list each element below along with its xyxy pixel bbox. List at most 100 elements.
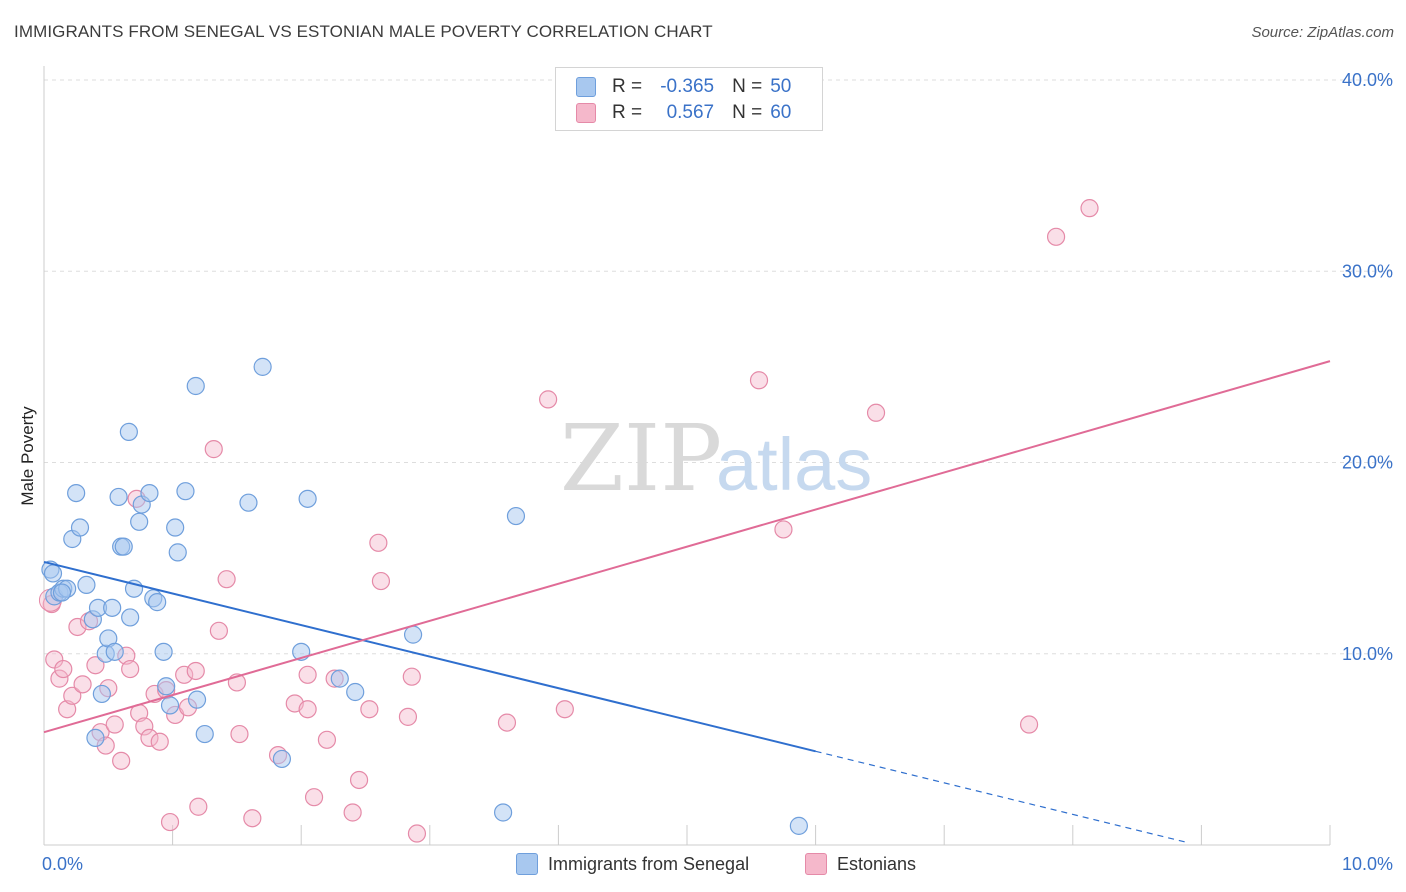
legend-n-label: N = xyxy=(732,102,763,123)
legend-swatch-pink xyxy=(805,853,827,875)
data-point-estonians xyxy=(304,788,324,807)
data-point-estonians xyxy=(774,520,793,539)
data-point-senegal xyxy=(168,543,187,562)
data-point-senegal xyxy=(67,484,86,503)
data-point-senegal xyxy=(239,493,258,512)
y-axis-label: Male Poverty xyxy=(18,406,37,506)
data-point-estonians xyxy=(371,571,391,591)
legend-label-estonians: Estonians xyxy=(837,853,917,874)
data-point-senegal xyxy=(70,518,90,537)
data-point-estonians xyxy=(1046,227,1066,246)
data-point-senegal xyxy=(330,669,349,688)
data-point-estonians xyxy=(402,667,421,686)
legend-row-senegal: R = -0.365 N = 50 xyxy=(576,75,791,99)
data-point-estonians xyxy=(105,715,124,734)
data-point-estonians xyxy=(369,533,388,552)
y-tick-label: 20.0% xyxy=(1342,453,1393,473)
data-point-senegal xyxy=(140,484,159,503)
trendline-senegal-extrapolated xyxy=(815,750,1189,844)
data-point-estonians xyxy=(54,659,73,679)
data-point-estonians xyxy=(866,403,886,422)
data-point-senegal xyxy=(109,487,128,507)
data-point-estonians xyxy=(555,700,574,719)
data-point-senegal xyxy=(52,583,72,602)
correlation-legend: R = -0.365 N = 50 R = 0.567 N = 60 xyxy=(555,67,823,131)
data-point-estonians xyxy=(121,659,140,679)
chart-title: IMMIGRANTS FROM SENEGAL VS ESTONIAN MALE… xyxy=(14,22,713,41)
data-point-estonians xyxy=(160,812,180,832)
data-point-senegal xyxy=(43,564,63,583)
legend-r-label: R = xyxy=(612,76,643,97)
axes xyxy=(43,66,1331,846)
legend-r-value: -0.365 xyxy=(660,76,715,97)
data-point-senegal xyxy=(272,749,292,769)
y-tick-label: 40.0% xyxy=(1342,70,1393,90)
data-point-senegal xyxy=(346,682,365,702)
legend-swatch-pink xyxy=(576,103,596,123)
y-tick-label: 10.0% xyxy=(1342,644,1393,664)
data-point-senegal xyxy=(154,642,173,661)
data-point-estonians xyxy=(135,717,154,736)
watermark: ZIP atlas xyxy=(560,405,872,512)
legend-swatch-blue xyxy=(576,77,596,97)
data-point-estonians xyxy=(217,570,236,589)
data-point-senegal xyxy=(103,598,122,617)
data-point-estonians xyxy=(298,700,317,719)
bottom-legend-estonians: Estonians xyxy=(805,851,916,877)
data-point-senegal xyxy=(494,803,513,822)
watermark-atlas: atlas xyxy=(716,423,872,506)
data-point-estonians xyxy=(150,732,169,751)
data-point-senegal xyxy=(186,376,205,396)
data-point-senegal xyxy=(176,482,195,501)
data-point-estonians xyxy=(497,713,517,732)
data-point-estonians xyxy=(749,371,769,390)
data-point-estonians xyxy=(86,656,105,675)
data-point-estonians xyxy=(186,661,205,681)
data-point-estonians xyxy=(539,390,558,409)
trendline-senegal xyxy=(43,560,816,753)
data-point-senegal xyxy=(187,690,207,709)
data-point-senegal xyxy=(195,724,214,744)
trend-lines xyxy=(43,360,1331,844)
data-point-senegal xyxy=(130,512,149,531)
grid-lines xyxy=(44,79,1392,655)
data-point-estonians xyxy=(68,617,87,637)
legend-swatch-blue xyxy=(516,853,538,875)
data-point-senegal xyxy=(789,816,808,835)
y-tick-label: 30.0% xyxy=(1342,261,1393,281)
data-point-senegal xyxy=(114,537,133,556)
data-point-estonians xyxy=(230,724,249,744)
bottom-legend-senegal: Immigrants from Senegal xyxy=(516,851,749,877)
data-point-estonians xyxy=(140,728,159,748)
legend-label-senegal: Immigrants from Senegal xyxy=(548,853,750,874)
data-point-estonians xyxy=(189,797,208,816)
data-point-estonians xyxy=(63,686,82,705)
data-point-estonians xyxy=(243,809,262,828)
series-estonians xyxy=(38,199,1099,843)
data-point-estonians xyxy=(209,621,228,640)
data-point-estonians xyxy=(58,700,77,719)
tick-labels: 10.0% 20.0% 30.0% 40.0% 0.0% 10.0% xyxy=(42,70,1393,874)
data-point-estonians xyxy=(349,770,369,790)
source-note: Source: ZipAtlas.com xyxy=(1251,24,1394,41)
legend-n-value: 50 xyxy=(770,76,792,97)
data-point-senegal xyxy=(506,506,526,526)
data-point-estonians xyxy=(73,675,92,694)
data-point-senegal xyxy=(157,677,176,696)
data-point-senegal xyxy=(119,422,138,441)
x-tick-label: 0.0% xyxy=(42,854,83,874)
x-tick-label: 10.0% xyxy=(1342,854,1393,874)
data-point-senegal xyxy=(148,593,167,612)
legend-r-value: 0.567 xyxy=(666,102,715,123)
data-point-estonians xyxy=(298,665,317,684)
data-point-senegal xyxy=(166,518,185,537)
data-point-estonians xyxy=(175,665,194,684)
data-point-senegal xyxy=(77,575,96,595)
data-point-senegal xyxy=(403,625,423,644)
data-point-estonians xyxy=(50,669,69,688)
legend-r-label: R = xyxy=(612,102,643,123)
data-point-estonians xyxy=(398,707,418,726)
data-point-estonians xyxy=(1019,715,1039,734)
data-point-senegal xyxy=(121,608,140,627)
